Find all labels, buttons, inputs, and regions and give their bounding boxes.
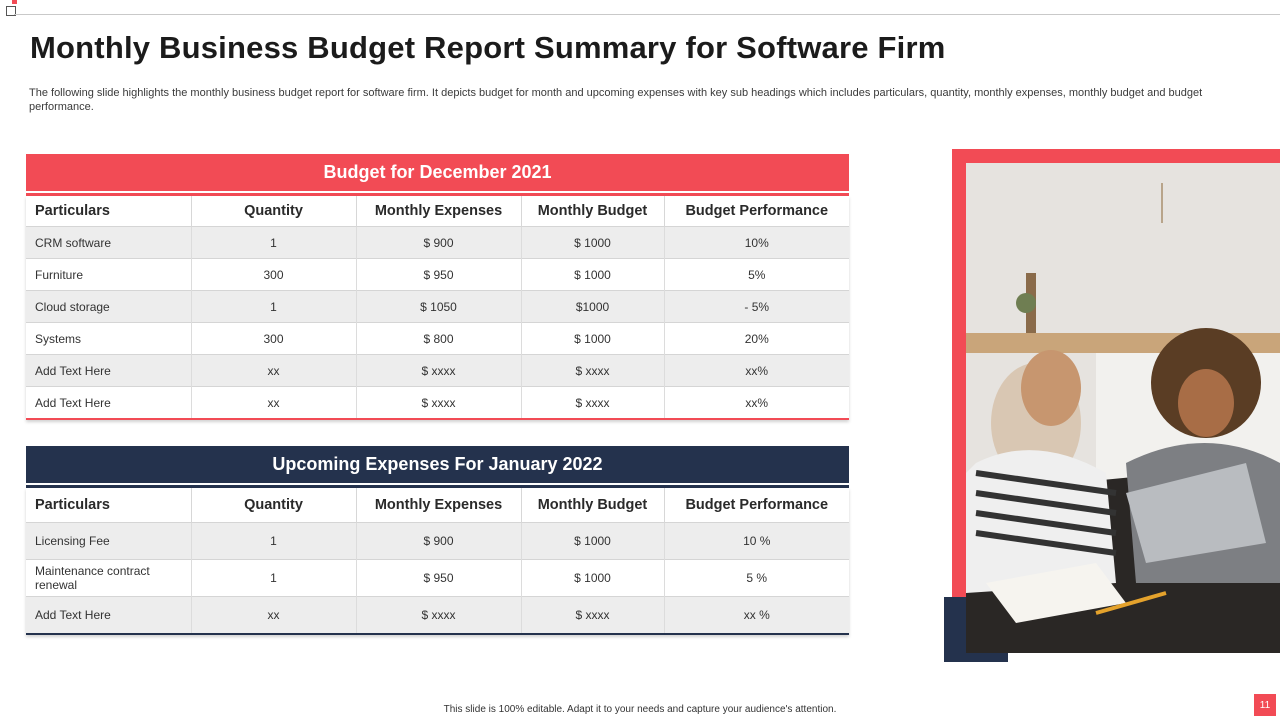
cell-quantity: 1 xyxy=(191,559,357,597)
column-header-particulars: Particulars xyxy=(26,488,192,523)
table-row: Add Text Here xx $ xxxx $ xxxx xx % xyxy=(26,596,849,634)
cell-particulars: Systems xyxy=(26,322,192,355)
cell-monthly-expenses: $ xxxx xyxy=(356,596,522,634)
table2-grid: Particulars Quantity Monthly Expenses Mo… xyxy=(26,488,849,635)
cell-quantity: xx xyxy=(191,386,357,419)
cell-monthly-expenses: $ 950 xyxy=(356,559,522,597)
table-row: Furniture 300 $ 950 $ 1000 5% xyxy=(26,258,849,291)
table-row: CRM software 1 $ 900 $ 1000 10% xyxy=(26,226,849,259)
cell-particulars: Add Text Here xyxy=(26,596,192,634)
column-header-monthly-budget: Monthly Budget xyxy=(521,488,665,523)
table2-header-row: Particulars Quantity Monthly Expenses Mo… xyxy=(26,488,849,523)
table-row: Add Text Here xx $ xxxx $ xxxx xx% xyxy=(26,386,849,419)
cell-particulars: Cloud storage xyxy=(26,290,192,323)
column-header-particulars: Particulars xyxy=(26,196,192,227)
table1-grid: Particulars Quantity Monthly Expenses Mo… xyxy=(26,196,849,420)
cell-monthly-expenses: $ 900 xyxy=(356,226,522,259)
cell-particulars: CRM software xyxy=(26,226,192,259)
corner-accent xyxy=(12,0,17,4)
column-header-quantity: Quantity xyxy=(191,196,357,227)
cell-particulars: Add Text Here xyxy=(26,386,192,419)
column-header-monthly-expenses: Monthly Expenses xyxy=(356,488,522,523)
table-row: Systems 300 $ 800 $ 1000 20% xyxy=(26,322,849,355)
footer-note: This slide is 100% editable. Adapt it to… xyxy=(443,704,837,715)
cell-monthly-budget: $ 1000 xyxy=(521,226,665,259)
cell-quantity: 300 xyxy=(191,322,357,355)
slide-handle[interactable] xyxy=(6,6,16,16)
upcoming-expenses-table: Upcoming Expenses For January 2022 Parti… xyxy=(26,446,849,635)
cell-monthly-expenses: $ 800 xyxy=(356,322,522,355)
table-row: Cloud storage 1 $ 1050 $1000 - 5% xyxy=(26,290,849,323)
cell-quantity: 300 xyxy=(191,258,357,291)
cell-budget-performance: xx% xyxy=(664,386,849,419)
column-header-quantity: Quantity xyxy=(191,488,357,523)
cell-budget-performance: 10 % xyxy=(664,522,849,560)
table1-header-row: Particulars Quantity Monthly Expenses Mo… xyxy=(26,196,849,227)
cell-particulars: Furniture xyxy=(26,258,192,291)
cell-quantity: 1 xyxy=(191,226,357,259)
column-header-monthly-expenses: Monthly Expenses xyxy=(356,196,522,227)
cell-monthly-budget: $ 1000 xyxy=(521,559,665,597)
table-row: Licensing Fee 1 $ 900 $ 1000 10 % xyxy=(26,522,849,560)
table-row: Maintenance contract renewal 1 $ 950 $ 1… xyxy=(26,559,849,597)
cell-particulars: Add Text Here xyxy=(26,354,192,387)
cell-budget-performance: xx% xyxy=(664,354,849,387)
cell-budget-performance: 5% xyxy=(664,258,849,291)
cell-monthly-expenses: $ 950 xyxy=(356,258,522,291)
cell-monthly-budget: $1000 xyxy=(521,290,665,323)
team-photo xyxy=(966,163,1280,653)
cell-quantity: 1 xyxy=(191,522,357,560)
cell-monthly-budget: $ 1000 xyxy=(521,522,665,560)
cell-monthly-expenses: $ 900 xyxy=(356,522,522,560)
page-title: Monthly Business Budget Report Summary f… xyxy=(30,30,946,65)
page-number-badge: 11 xyxy=(1254,694,1276,716)
cell-budget-performance: 5 % xyxy=(664,559,849,597)
cell-budget-performance: 10% xyxy=(664,226,849,259)
cell-monthly-expenses: $ xxxx xyxy=(356,354,522,387)
budget-december-table: Budget for December 2021 Particulars Qua… xyxy=(26,154,849,420)
cell-particulars: Licensing Fee xyxy=(26,522,192,560)
column-header-monthly-budget: Monthly Budget xyxy=(521,196,665,227)
cell-quantity: xx xyxy=(191,354,357,387)
column-header-budget-performance: Budget Performance xyxy=(664,196,849,227)
cell-monthly-budget: $ xxxx xyxy=(521,596,665,634)
cell-monthly-expenses: $ 1050 xyxy=(356,290,522,323)
top-divider xyxy=(14,14,1280,15)
column-header-budget-performance: Budget Performance xyxy=(664,488,849,523)
cell-monthly-budget: $ 1000 xyxy=(521,258,665,291)
table1-heading: Budget for December 2021 xyxy=(26,154,849,191)
slide-description: The following slide highlights the month… xyxy=(29,87,1203,113)
cell-monthly-budget: $ xxxx xyxy=(521,354,665,387)
cell-budget-performance: - 5% xyxy=(664,290,849,323)
team-photo-illustration xyxy=(966,163,1280,653)
cell-monthly-expenses: $ xxxx xyxy=(356,386,522,419)
cell-quantity: 1 xyxy=(191,290,357,323)
cell-monthly-budget: $ xxxx xyxy=(521,386,665,419)
cell-quantity: xx xyxy=(191,596,357,634)
cell-budget-performance: xx % xyxy=(664,596,849,634)
table-row: Add Text Here xx $ xxxx $ xxxx xx% xyxy=(26,354,849,387)
cell-budget-performance: 20% xyxy=(664,322,849,355)
table1-heading-rule xyxy=(26,193,849,196)
cell-monthly-budget: $ 1000 xyxy=(521,322,665,355)
table2-heading: Upcoming Expenses For January 2022 xyxy=(26,446,849,483)
cell-particulars: Maintenance contract renewal xyxy=(26,559,192,597)
table2-heading-rule xyxy=(26,485,849,488)
